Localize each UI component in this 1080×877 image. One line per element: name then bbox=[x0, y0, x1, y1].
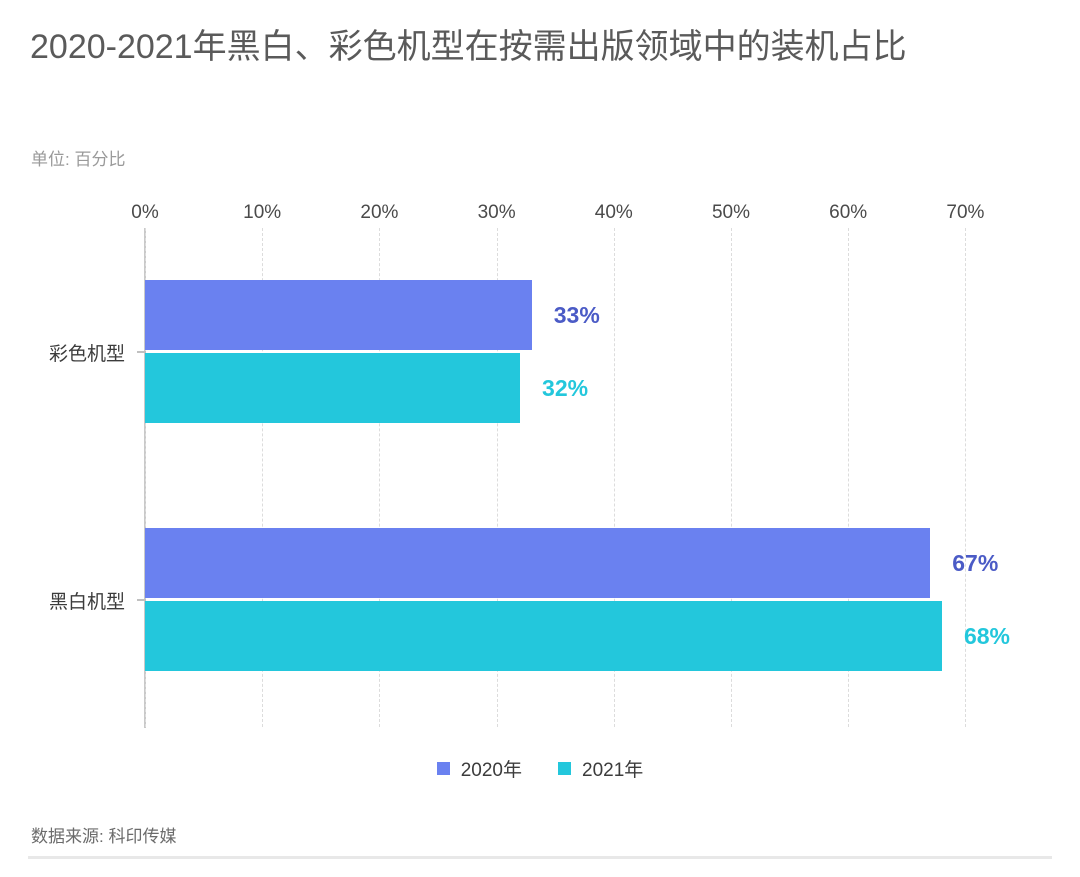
gridline-40 bbox=[613, 228, 615, 727]
y-category-label: 彩色机型 bbox=[48, 343, 125, 365]
x-tick-label: 10% bbox=[243, 202, 282, 223]
y-axis-tick bbox=[137, 350, 146, 353]
bar[interactable] bbox=[145, 601, 942, 671]
bar-value-label: 33% bbox=[553, 302, 600, 328]
legend-swatch-icon bbox=[558, 762, 571, 775]
gridline-30 bbox=[496, 228, 498, 727]
y-axis-tick bbox=[137, 598, 146, 601]
gridline-70 bbox=[965, 228, 967, 727]
x-tick-label: 20% bbox=[360, 202, 399, 223]
bar-value-label: 68% bbox=[963, 623, 1010, 649]
x-tick-label: 70% bbox=[946, 202, 985, 223]
x-tick-label: 50% bbox=[711, 202, 751, 223]
x-tick-label: 60% bbox=[829, 202, 868, 223]
y-category-label: 黑白机型 bbox=[48, 591, 125, 613]
x-tick-label: 0% bbox=[131, 202, 159, 223]
legend-item[interactable]: 2020年 bbox=[436, 755, 522, 782]
legend-label: 2020年 bbox=[460, 760, 522, 781]
bar-value-label: 67% bbox=[952, 550, 999, 576]
bar[interactable] bbox=[145, 280, 532, 350]
gridline-10 bbox=[262, 228, 264, 727]
x-tick-label: 30% bbox=[477, 202, 516, 223]
x-tick-label: 40% bbox=[594, 202, 633, 223]
legend-swatch-icon bbox=[436, 762, 450, 775]
bar[interactable] bbox=[145, 528, 931, 598]
gridline-0 bbox=[145, 228, 146, 727]
chart-subtitle: 单位: 百分比 bbox=[31, 150, 126, 169]
bar[interactable] bbox=[145, 353, 521, 423]
chart-legend: 2020年 2021年 bbox=[0, 755, 1080, 782]
legend-label: 2021年 bbox=[582, 760, 644, 781]
gridline-50 bbox=[731, 228, 732, 727]
chart-title: 2020-2021年黑白、彩色机型在按需出版领域中的装机占比 bbox=[30, 28, 907, 66]
legend-item[interactable]: 2021年 bbox=[558, 755, 643, 782]
footer-divider bbox=[28, 856, 1052, 859]
gridline-20 bbox=[379, 228, 381, 727]
gridline-60 bbox=[848, 228, 850, 727]
plot-area: 33% 32% 67% 68% bbox=[145, 228, 1010, 727]
source-text: 数据来源: 科印传媒 bbox=[31, 827, 177, 846]
bar-value-label: 32% bbox=[542, 375, 589, 401]
